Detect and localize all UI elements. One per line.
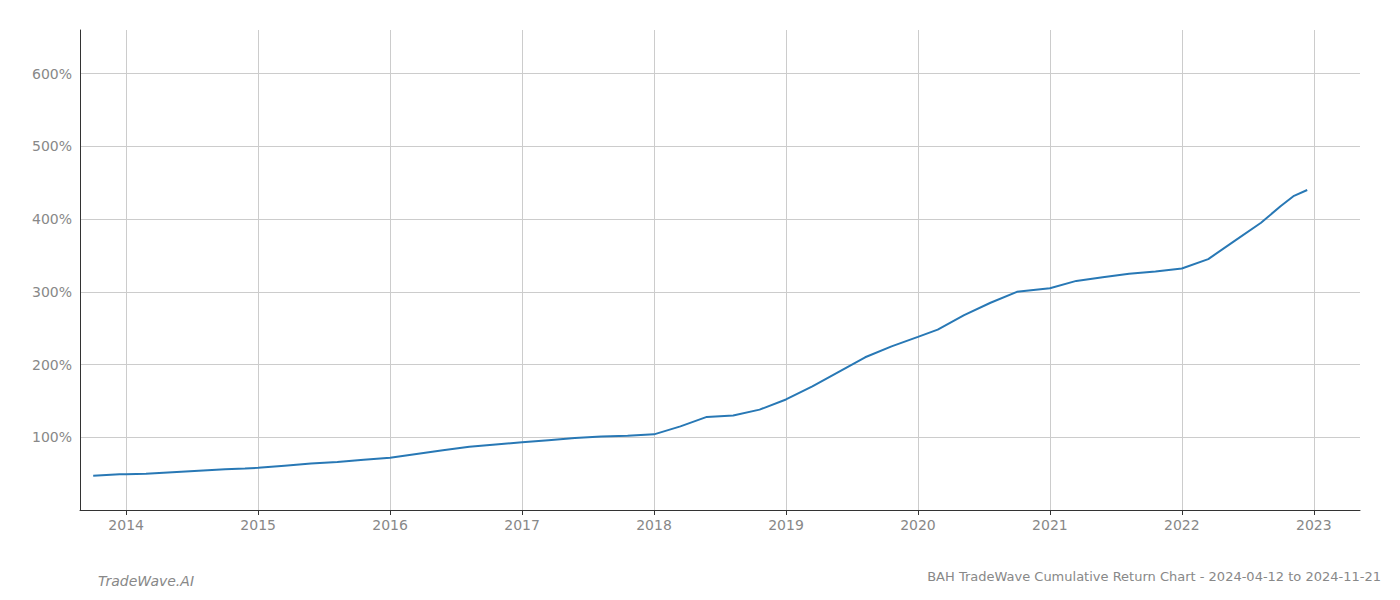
svg-text:2018: 2018 [636,517,672,533]
svg-text:2020: 2020 [900,517,936,533]
svg-text:400%: 400% [32,211,72,227]
svg-text:100%: 100% [32,429,72,445]
svg-text:2019: 2019 [768,517,804,533]
svg-text:600%: 600% [32,66,72,82]
svg-text:2017: 2017 [504,517,540,533]
svg-text:200%: 200% [32,357,72,373]
svg-text:TradeWave.AI: TradeWave.AI [98,573,194,589]
svg-text:2014: 2014 [108,517,144,533]
svg-text:300%: 300% [32,284,72,300]
svg-text:BAH TradeWave Cumulative Retur: BAH TradeWave Cumulative Return Chart - … [927,569,1381,584]
svg-text:2021: 2021 [1032,517,1068,533]
svg-text:500%: 500% [32,138,72,154]
svg-text:2016: 2016 [372,517,408,533]
svg-text:2023: 2023 [1296,517,1332,533]
svg-text:2015: 2015 [240,517,276,533]
svg-text:2022: 2022 [1164,517,1200,533]
